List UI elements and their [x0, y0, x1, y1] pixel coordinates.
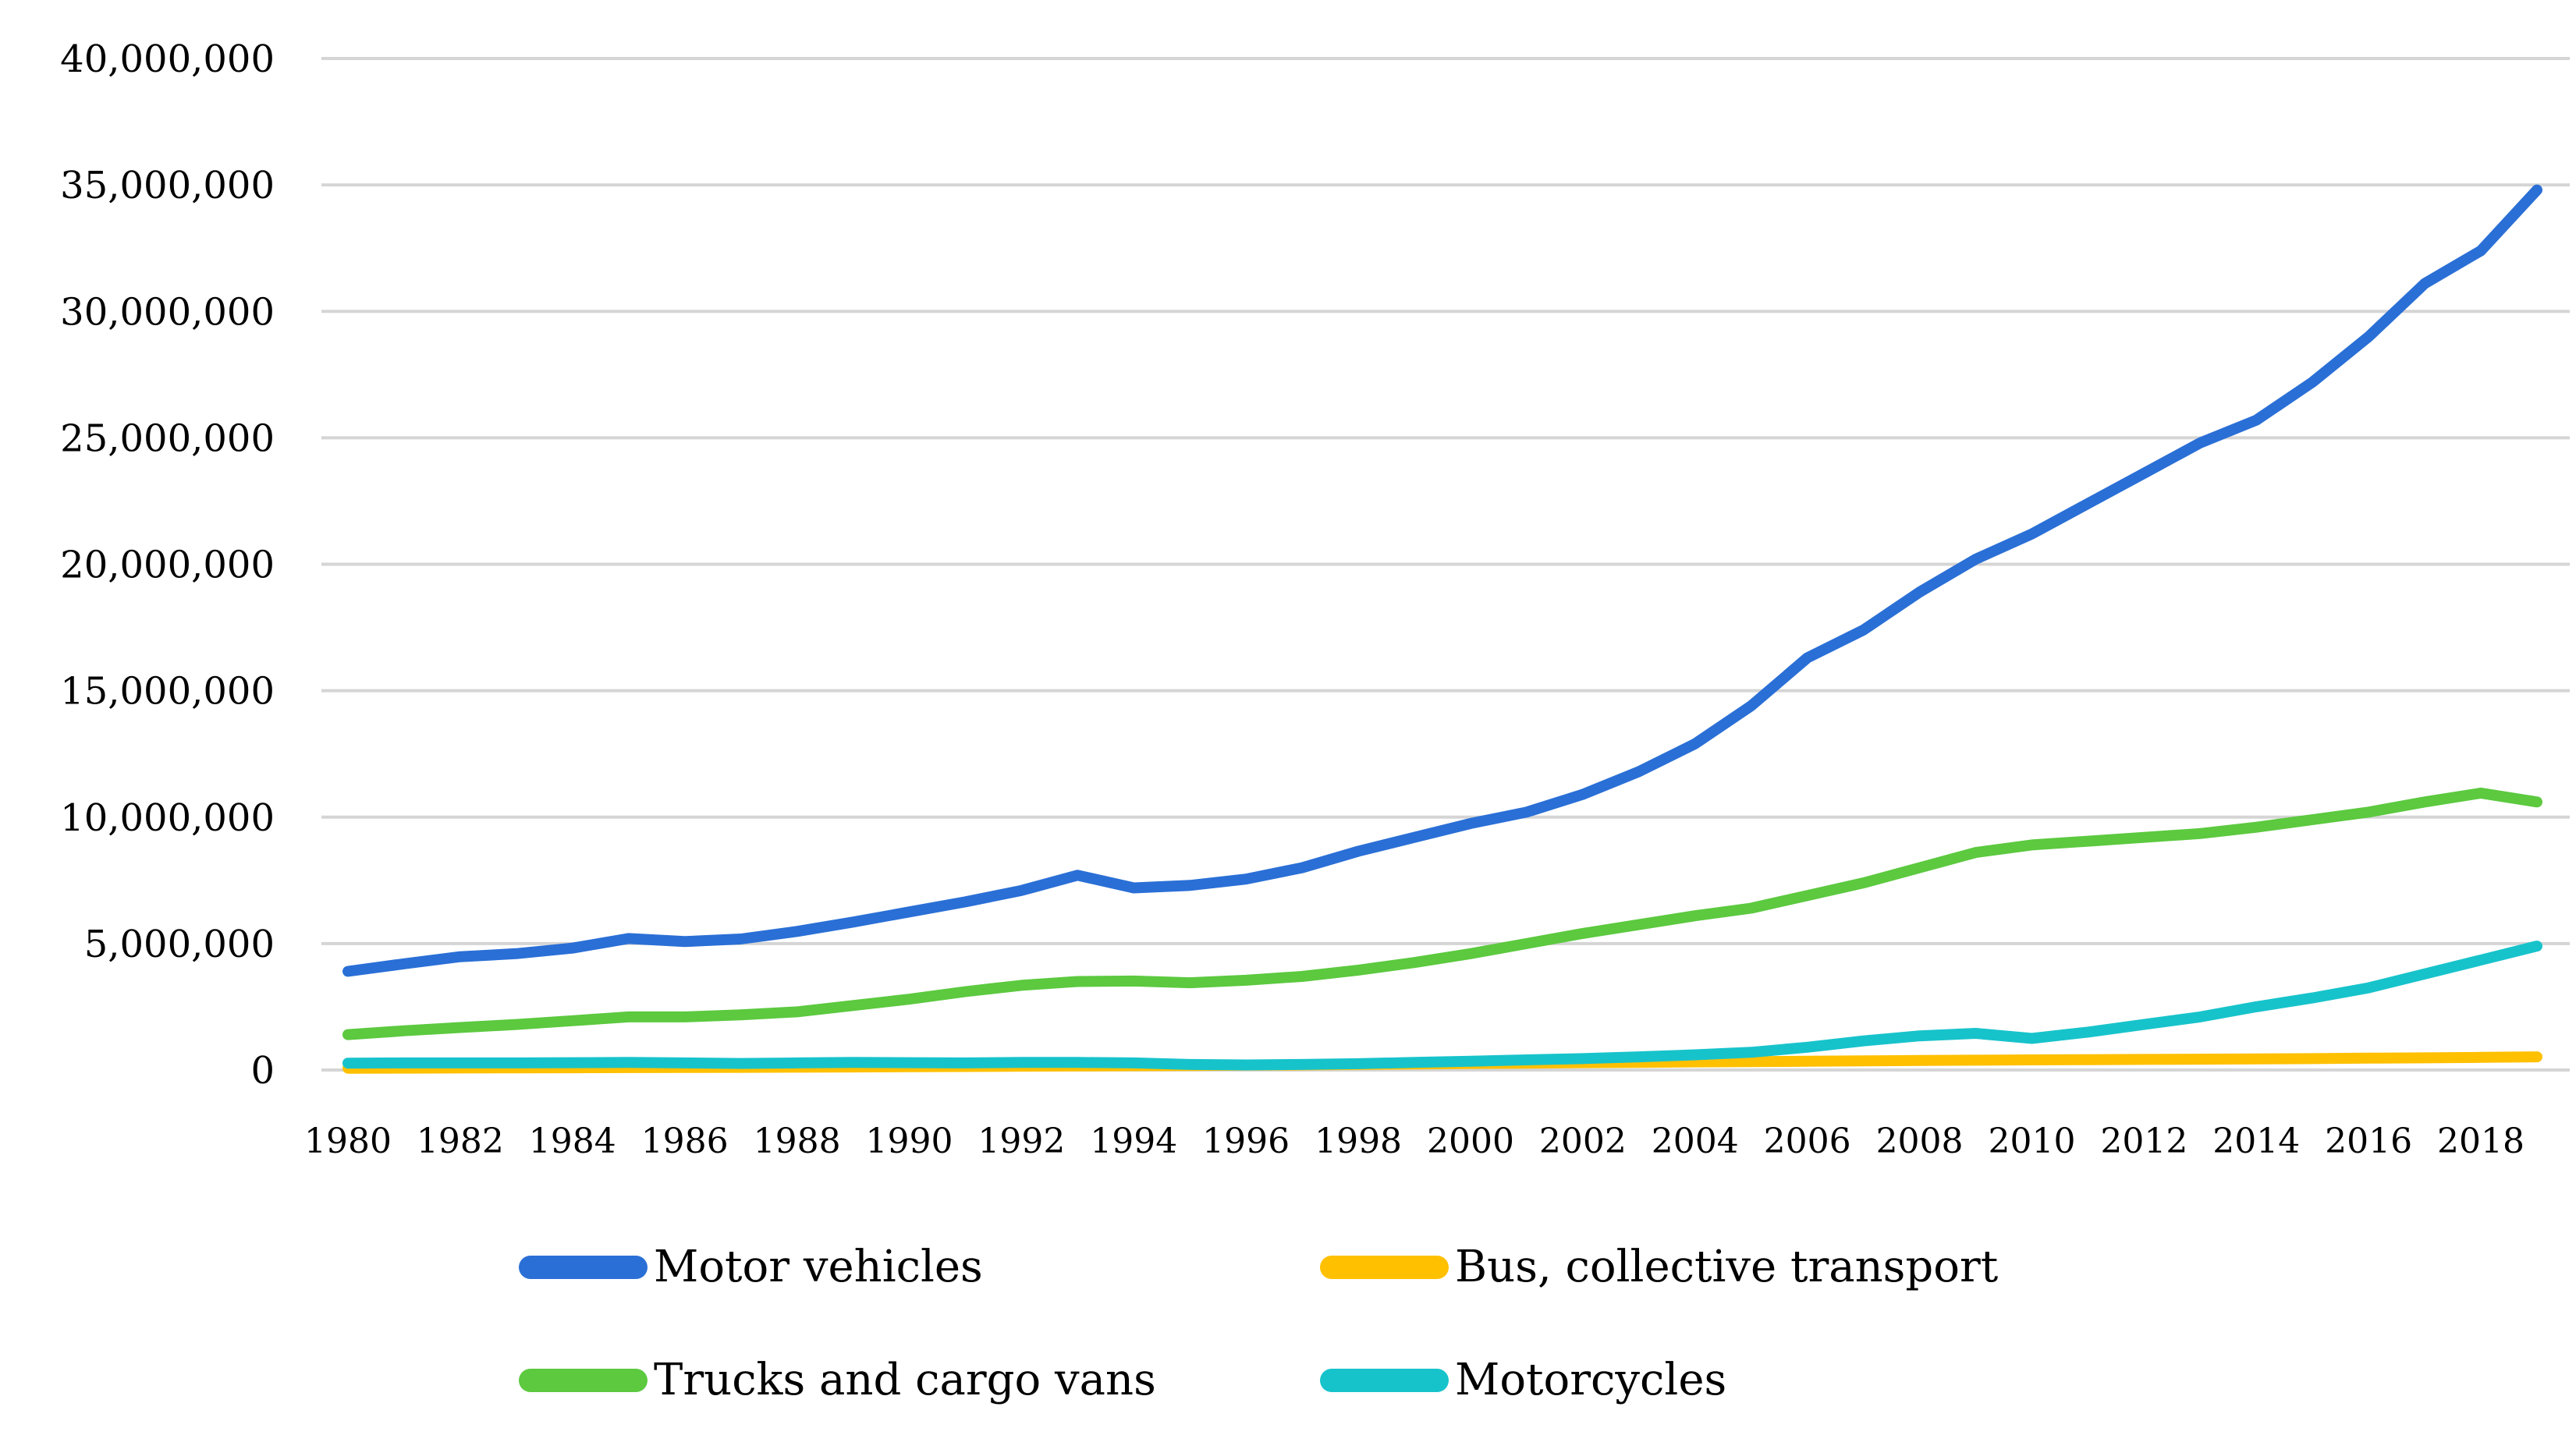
legend-item-bus-collective-transport: Bus, collective transport	[1320, 1245, 1998, 1289]
legend-swatch-trucks-and-cargo-vans	[519, 1369, 648, 1392]
x-axis-tick-label: 2002	[1539, 1121, 1627, 1161]
y-axis-tick-label: 20,000,000	[60, 544, 275, 587]
x-axis-tick-label: 2004	[1652, 1121, 1739, 1161]
y-axis-tick-label: 15,000,000	[60, 670, 275, 714]
legend-item-trucks-and-cargo-vans: Trucks and cargo vans	[519, 1359, 1156, 1402]
x-axis-tick-label: 2000	[1427, 1121, 1514, 1161]
y-axis-tick-label: 25,000,000	[60, 416, 275, 460]
y-axis-tick-label: 5,000,000	[84, 923, 275, 966]
legend-swatch-bus-collective-transport	[1320, 1256, 1449, 1279]
legend-label-motorcycles: Motorcycles	[1455, 1355, 1727, 1405]
x-axis-tick-label: 1998	[1315, 1121, 1402, 1161]
x-axis-tick-label: 2008	[1876, 1121, 1964, 1161]
x-axis-tick-label: 1982	[417, 1121, 504, 1161]
y-axis-tick-label: 40,000,000	[60, 37, 275, 81]
line-chart: 0 5,000,000 10,000,000 15,000,000 20,000,000…	[60, 37, 2570, 1161]
y-axis-tick-label: 0	[250, 1049, 275, 1093]
legend-swatch-motorcycles	[1320, 1369, 1449, 1392]
legend-item-motorcycles: Motorcycles	[1320, 1359, 1726, 1402]
x-axis-tick-label: 1994	[1090, 1121, 1177, 1161]
x-axis-tick-label: 1990	[865, 1121, 953, 1161]
series-line-trucks-and-cargo-vans	[342, 787, 2542, 1040]
x-axis-tick-label: 2012	[2100, 1121, 2187, 1161]
y-axis-tick-label: 10,000,000	[60, 796, 275, 840]
x-axis-tick-label: 2016	[2325, 1121, 2412, 1161]
x-axis-tick-label: 1980	[304, 1121, 392, 1161]
x-axis-tick-label: 1996	[1202, 1121, 1290, 1161]
x-axis-tick-label: 2006	[1764, 1121, 1851, 1161]
x-axis-tick-label: 1988	[754, 1121, 841, 1161]
legend-item-motor-vehicles: Motor vehicles	[519, 1245, 983, 1289]
legend-label-motor-vehicles: Motor vehicles	[654, 1242, 983, 1292]
series-line-motor-vehicles	[342, 184, 2542, 977]
y-axis-tick-label: 30,000,000	[60, 290, 275, 334]
x-axis-tick-label: 2010	[1988, 1121, 2075, 1161]
x-axis-tick-label: 1992	[978, 1121, 1065, 1161]
x-axis-tick-label: 1984	[529, 1121, 616, 1161]
x-axis-tick-label: 2018	[2437, 1121, 2525, 1161]
legend-label-trucks-and-cargo-vans: Trucks and cargo vans	[654, 1355, 1156, 1405]
vehicle-fleet-line-chart: 0 5,000,000 10,000,000 15,000,000 20,000,000…	[60, 37, 2570, 1161]
legend-label-bus-collective-transport: Bus, collective transport	[1455, 1242, 1999, 1292]
x-axis-tick-label: 2014	[2212, 1121, 2300, 1161]
legend-swatch-motor-vehicles	[519, 1256, 648, 1279]
y-axis-tick-label: 35,000,000	[60, 164, 275, 207]
series-line-motorcycles	[342, 941, 2542, 1071]
x-axis-tick-label: 1986	[641, 1121, 729, 1161]
